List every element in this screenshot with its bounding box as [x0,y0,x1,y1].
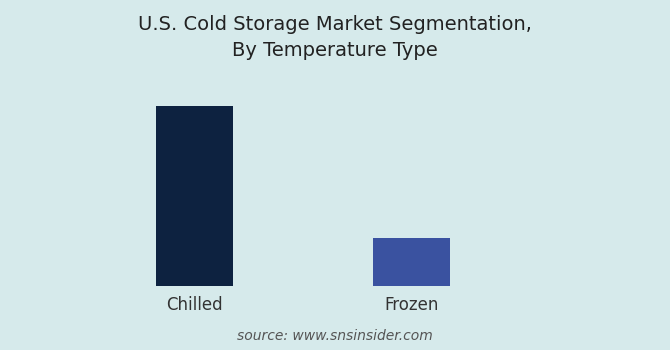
Title: U.S. Cold Storage Market Segmentation,
By Temperature Type: U.S. Cold Storage Market Segmentation, B… [138,15,532,61]
Text: source: www.snsinsider.com: source: www.snsinsider.com [237,329,433,343]
Bar [373,238,450,286]
Bar [156,106,232,286]
